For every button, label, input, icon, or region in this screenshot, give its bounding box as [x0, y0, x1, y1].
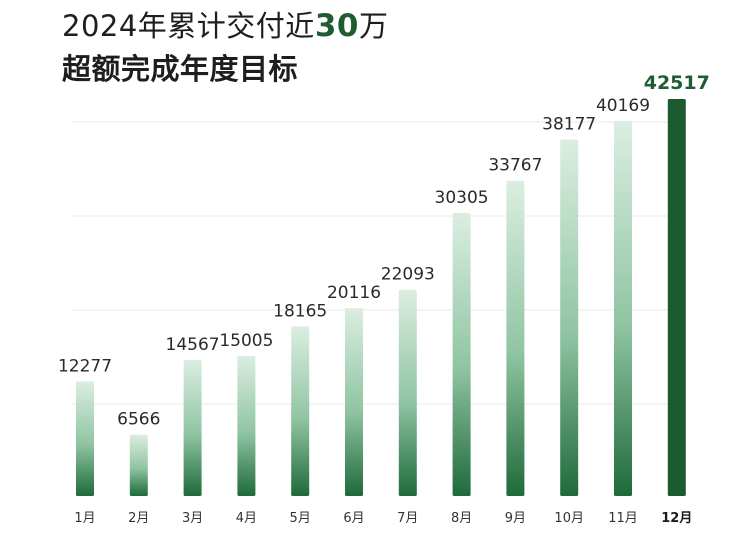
chart-title: 2024年累计交付近30万 [62, 6, 388, 46]
bar-7月 [398, 289, 417, 496]
chart-title-block: 2024年累计交付近30万 超额完成年度目标 [62, 6, 388, 89]
category-label: 2月 [128, 511, 149, 526]
bar-6月 [345, 308, 363, 496]
bar-11月 [614, 120, 632, 496]
category-label: 9月 [505, 511, 526, 526]
category-label: 7月 [397, 511, 418, 526]
bars [76, 99, 686, 497]
value-label: 14567 [166, 335, 220, 355]
value-label: 38177 [542, 115, 596, 135]
value-label: 33767 [488, 156, 542, 176]
category-label: 12月 [661, 511, 692, 526]
gridlines [72, 121, 686, 405]
value-label: 22093 [381, 265, 435, 285]
value-label: 40169 [596, 96, 650, 116]
category-label: 4月 [236, 511, 257, 526]
value-label: 15005 [219, 331, 273, 351]
bar-8月 [452, 213, 471, 496]
bar-4月 [237, 355, 256, 496]
chart-subtitle: 超额完成年度目标 [62, 52, 299, 86]
bar-3月 [183, 359, 202, 496]
category-label: 6月 [343, 511, 364, 526]
value-label: 30305 [435, 188, 489, 208]
chart-title-prefix: 2024年累计交付近 [62, 9, 315, 43]
bar-1月 [76, 381, 94, 496]
value-label: 18165 [273, 301, 327, 321]
chart-title-number: 30 [314, 8, 359, 44]
category-label: 1月 [74, 511, 95, 526]
category-axis: 1月 2月 3月 4月 5月 6月 7月 8月 9月 10月 11月 12月 [74, 511, 692, 526]
category-label: 5月 [290, 511, 311, 526]
category-label: 8月 [451, 511, 472, 526]
bar-2月 [129, 434, 148, 496]
category-label: 3月 [182, 511, 203, 526]
value-label: 6566 [117, 410, 160, 430]
value-label: 42517 [644, 72, 710, 94]
chart-title-suffix: 万 [358, 9, 389, 43]
bar-9月 [506, 180, 525, 496]
value-label: 20116 [327, 283, 381, 303]
bar-12月 [667, 99, 686, 496]
category-label: 11月 [608, 511, 638, 526]
bar-5月 [291, 326, 310, 496]
category-label: 10月 [554, 511, 584, 526]
value-label: 12277 [58, 356, 112, 376]
bar-10月 [560, 139, 579, 497]
